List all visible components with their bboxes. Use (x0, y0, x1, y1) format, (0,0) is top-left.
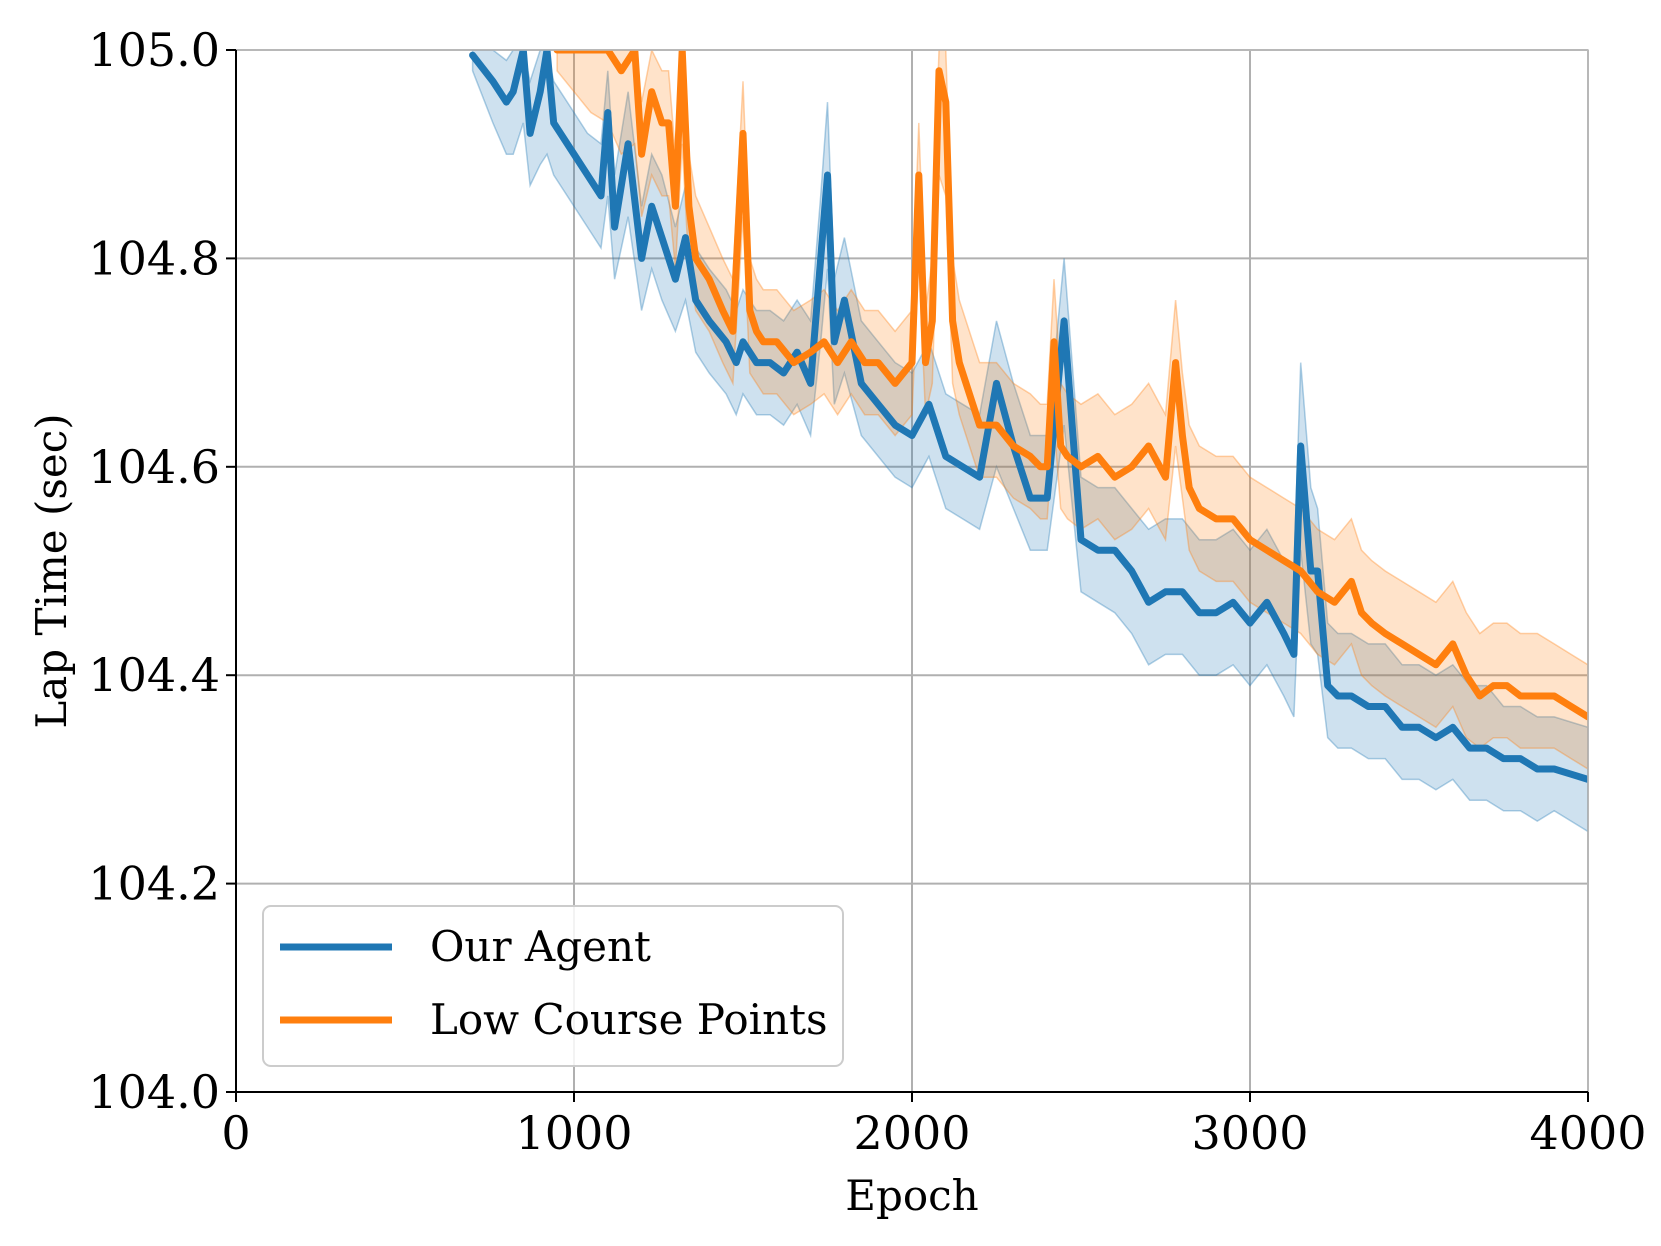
x-tick-label: 0 (221, 1106, 250, 1160)
x-tick-label: 4000 (1529, 1106, 1646, 1160)
x-axis-label: Epoch (845, 1171, 978, 1220)
y-axis-label: Lap Time (sec) (27, 413, 76, 728)
y-tick-label: 104.6 (88, 440, 220, 494)
confidence-bands (471, 50, 1588, 833)
y-tick-label: 104.2 (88, 857, 220, 911)
x-tick-label: 1000 (515, 1106, 632, 1160)
y-tick-label: 104.4 (88, 648, 220, 702)
series-line-our-agent (469, 50, 1588, 783)
legend-label-our-agent: Our Agent (430, 922, 651, 971)
x-tick-label: 3000 (1191, 1106, 1308, 1160)
series-lines (469, 50, 1588, 783)
y-tick-label: 105.0 (88, 23, 220, 77)
series-line-low-course-points (553, 50, 1588, 721)
x-tick-label: 2000 (853, 1106, 970, 1160)
band-our-agent (471, 50, 1588, 833)
axis-ticks: 0 1000 2000 3000 4000 104.0 104.2 104.4 104.6 104… (88, 23, 1646, 1160)
y-tick-label: 104.0 (88, 1065, 220, 1119)
legend-box (262, 905, 844, 1067)
y-tick-label: 104.8 (88, 231, 220, 285)
legend-label-low-course-points: Low Course Points (430, 995, 828, 1044)
legend: Our Agent Low Course Points (262, 905, 844, 1067)
